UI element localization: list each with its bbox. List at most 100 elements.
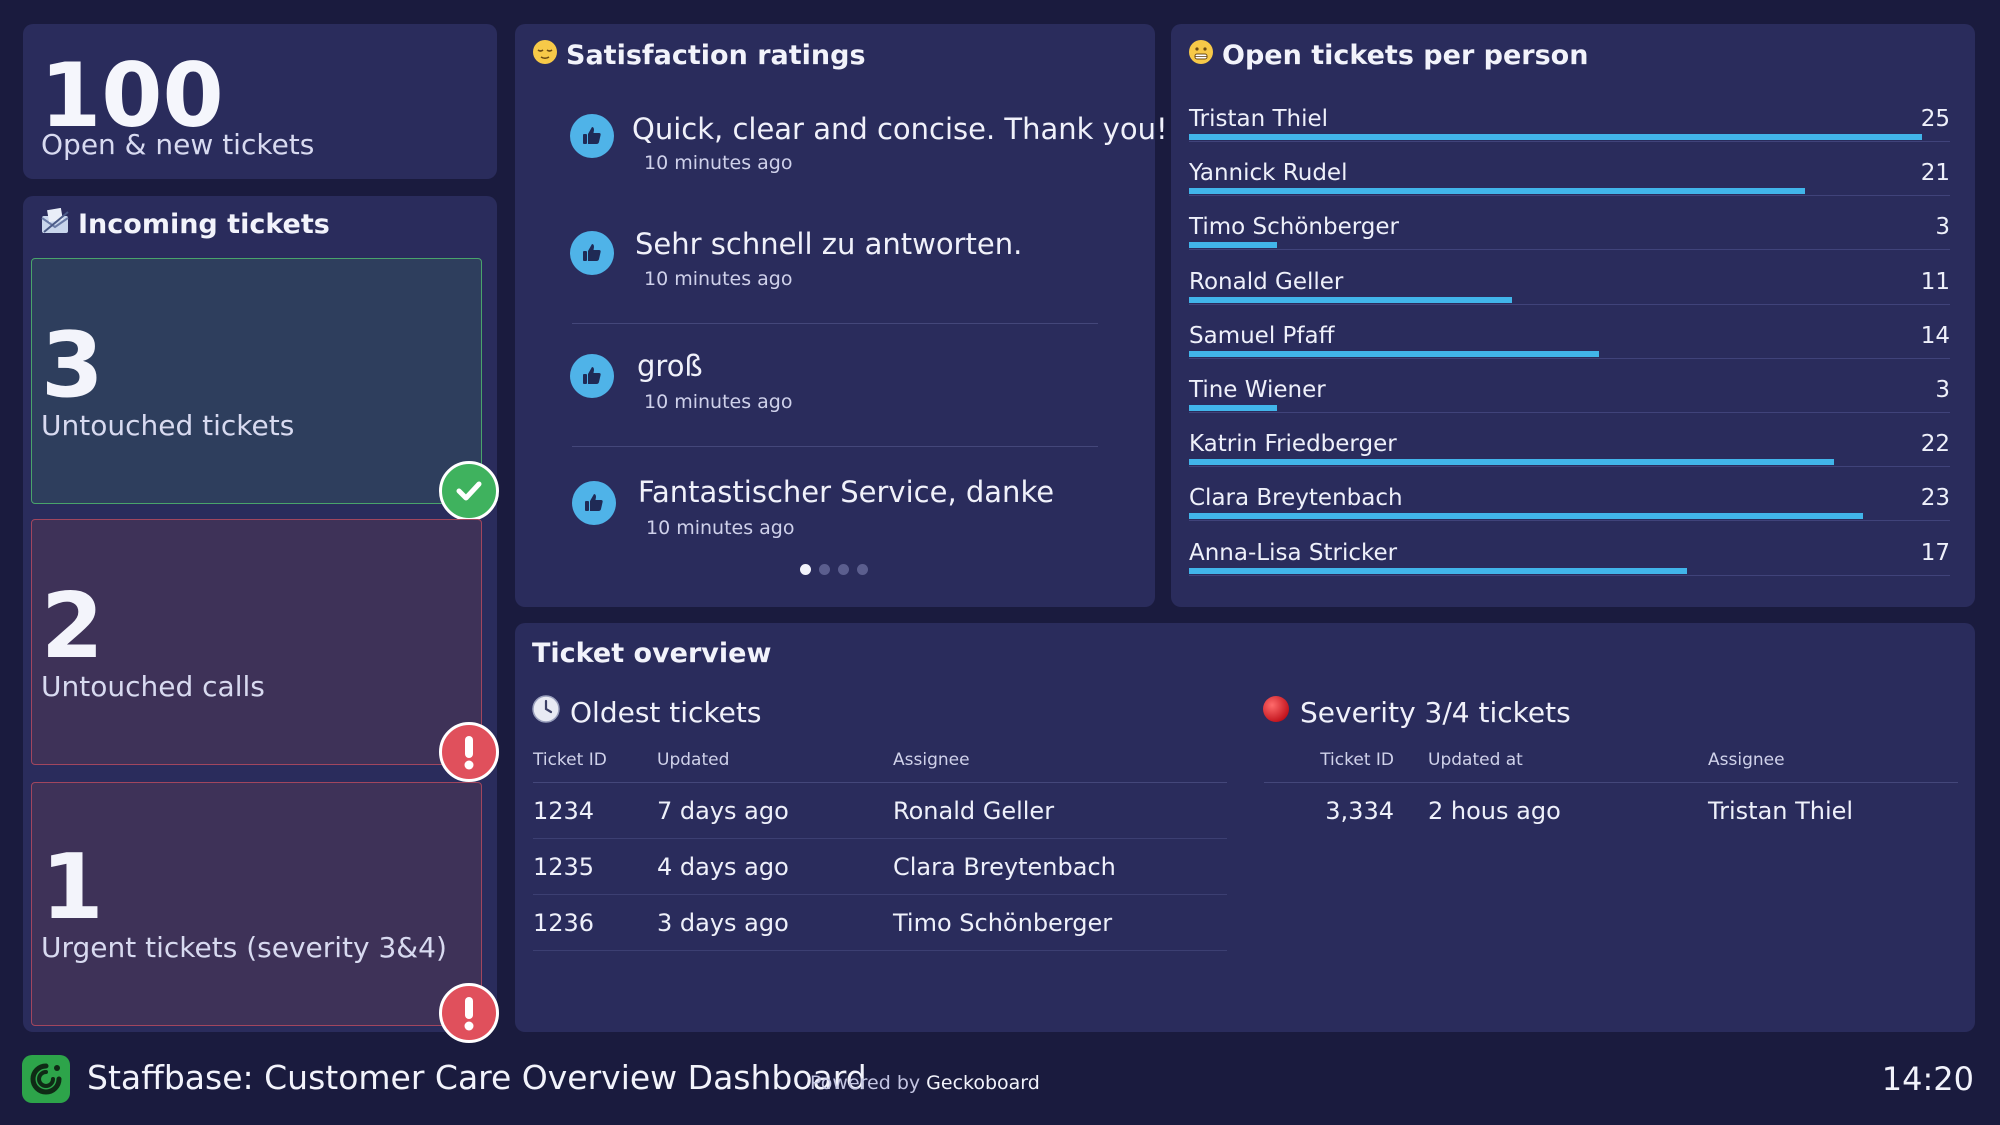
person-row: Anna-Lisa Stricker 17	[1189, 538, 1950, 592]
person-row: Ronald Geller 11	[1189, 267, 1950, 321]
pagination-dot[interactable]	[838, 564, 849, 575]
dashboard-footer: Staffbase: Customer Care Overview Dashbo…	[0, 1040, 2000, 1125]
updated-at-cell: 2 hous ago	[1428, 796, 1561, 825]
row-divider	[1189, 412, 1950, 413]
geckoboard-link[interactable]: Geckoboard	[926, 1072, 1040, 1094]
relieved-face-icon	[532, 39, 558, 72]
person-bar	[1189, 134, 1922, 140]
row-divider	[1189, 466, 1950, 468]
open-new-tickets-widget: 100 Open & new tickets	[23, 24, 497, 179]
pagination-dot[interactable]	[800, 564, 811, 575]
satisfaction-header: Satisfaction ratings	[532, 39, 866, 72]
rating-time: 10 minutes ago	[644, 268, 793, 290]
incoming-tickets-title: Incoming tickets	[78, 209, 330, 240]
ticket-id-cell: 1236	[533, 894, 657, 951]
table-row[interactable]: 1235 4 days ago Clara Breytenbach	[533, 838, 1227, 895]
staffbase-logo-icon	[22, 1055, 70, 1103]
person-bar-track	[1189, 134, 1950, 140]
column-header: Ticket ID	[1264, 750, 1428, 783]
thumbs-up-icon	[570, 114, 614, 158]
updated-cell: 3 days ago	[657, 894, 893, 951]
pagination-dot[interactable]	[857, 564, 868, 575]
person-bar	[1189, 567, 1688, 574]
person-bar	[1189, 296, 1512, 303]
row-divider	[1189, 195, 1950, 197]
satisfaction-ratings-widget: Satisfaction ratings Quick, clear and co…	[515, 24, 1168, 607]
person-row: Yannick Rudel 21	[1189, 158, 1950, 212]
dashboard-title: Staffbase: Customer Care Overview Dashbo…	[87, 1058, 867, 1097]
untouched-tickets-value: 3	[41, 313, 104, 418]
rating-text: Fantastischer Service, danke	[638, 475, 1055, 509]
ticket-overview-title: Ticket overview	[532, 638, 772, 669]
oldest-tickets-table: Ticket ID Updated Assignee 1234 7 days a…	[533, 750, 1227, 951]
person-ticket-count: 17	[1920, 539, 1950, 566]
urgent-tickets-value: 1	[41, 835, 104, 940]
per-person-title: Open tickets per person	[1222, 40, 1589, 71]
person-bar-track	[1189, 567, 1950, 574]
table-header-row: Ticket ID Updated at Assignee	[1264, 750, 1958, 783]
powered-by[interactable]: Powered by Geckoboard	[810, 1072, 1040, 1094]
column-header: Assignee	[893, 750, 1227, 783]
table-row[interactable]: 1236 3 days ago Timo Schönberger	[533, 894, 1227, 951]
table-header-row: Ticket ID Updated Assignee	[533, 750, 1227, 783]
person-ticket-count: 11	[1920, 268, 1950, 295]
person-ticket-count: 14	[1920, 322, 1950, 349]
table-row[interactable]: 3,334 2 hous ago Tristan Thiel	[1264, 783, 1958, 839]
row-divider	[1189, 357, 1950, 359]
person-row: Tine Wiener 3	[1189, 375, 1950, 429]
person-ticket-count: 23	[1920, 485, 1950, 512]
person-name: Timo Schönberger	[1189, 214, 1399, 241]
incoming-tickets-header: Incoming tickets	[40, 207, 330, 241]
per-person-header: Open tickets per person	[1188, 39, 1588, 72]
row-divider	[1189, 574, 1950, 576]
severity-tickets-table: Ticket ID Updated at Assignee 3,334 2 ho…	[1264, 750, 1958, 838]
row-divider	[1189, 303, 1950, 305]
pagination-dot[interactable]	[819, 564, 830, 575]
assignee-cell: Ronald Geller	[893, 782, 1227, 839]
column-header: Updated	[657, 750, 893, 783]
person-bar	[1189, 513, 1864, 520]
person-name: Tristan Thiel	[1189, 106, 1329, 132]
person-bar	[1189, 350, 1600, 357]
person-bar	[1189, 188, 1805, 195]
exclamation-icon	[439, 983, 499, 1043]
table-row[interactable]: 1234 7 days ago Ronald Geller	[533, 782, 1227, 839]
person-row: Katrin Friedberger 22	[1189, 429, 1950, 483]
person-row: Timo Schönberger 3	[1189, 212, 1950, 266]
person-name: Ronald Geller	[1189, 268, 1344, 295]
person-name: Katrin Friedberger	[1189, 431, 1397, 458]
open-new-tickets-label: Open & new tickets	[41, 128, 315, 161]
person-ticket-count: 25	[1920, 106, 1950, 132]
person-name: Anna-Lisa Stricker	[1189, 539, 1398, 566]
ticket-id-cell: 3,334	[1325, 796, 1394, 825]
untouched-calls-value: 2	[41, 574, 104, 679]
ticket-id-cell: 1235	[533, 838, 657, 895]
untouched-calls-label: Untouched calls	[41, 670, 265, 703]
untouched-tickets-card: 3 Untouched tickets	[31, 258, 499, 521]
column-header: Updated at	[1428, 750, 1708, 783]
ticket-overview-widget: Ticket overview Oldest tickets Ticket ID…	[515, 623, 1975, 1032]
person-bar-track	[1189, 513, 1950, 520]
thumbs-up-icon	[572, 481, 616, 525]
person-ticket-count: 3	[1935, 214, 1950, 241]
rating-text: groß	[637, 349, 703, 383]
urgent-tickets-card: 1 Urgent tickets (severity 3&4)	[31, 782, 499, 1043]
open-new-tickets-value: 100	[40, 44, 224, 147]
person-ticket-count: 21	[1920, 160, 1950, 187]
clock-icon	[532, 695, 560, 730]
person-name: Tine Wiener	[1189, 377, 1326, 403]
carousel-pagination[interactable]	[800, 564, 868, 575]
thumbs-up-icon	[570, 231, 614, 275]
person-row: Clara Breytenbach 23	[1189, 483, 1950, 537]
rating-text: Quick, clear and concise. Thank you!	[632, 112, 1168, 146]
person-bar	[1189, 459, 1835, 466]
grimacing-face-icon	[1188, 39, 1214, 72]
rating-text: Sehr schnell zu antworten.	[635, 227, 1023, 261]
exclamation-icon	[439, 722, 499, 782]
severity-tickets-title: Severity 3/4 tickets	[1300, 696, 1571, 729]
checkmark-icon	[439, 461, 499, 521]
thumbs-up-icon	[570, 354, 614, 398]
row-divider	[1189, 249, 1950, 251]
satisfaction-title: Satisfaction ratings	[566, 40, 866, 71]
assignee-cell: Timo Schönberger	[893, 894, 1227, 951]
